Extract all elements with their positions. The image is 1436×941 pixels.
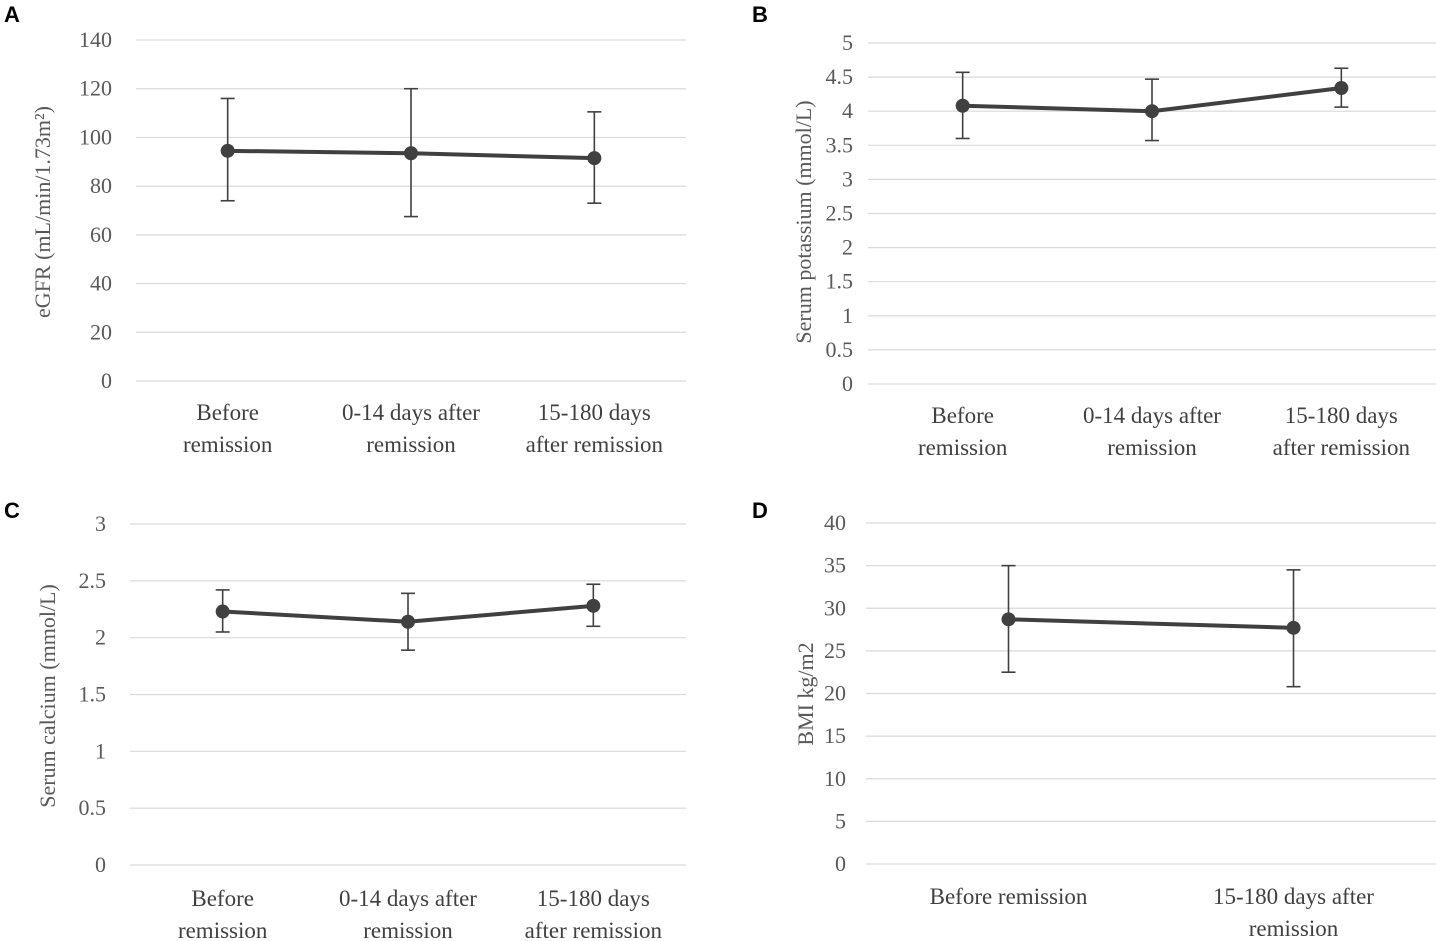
y-tick-label: 5 bbox=[835, 808, 846, 833]
panel-a: A 0 20 40 60 80 100 120 140 eGFR (mL/min/1.73m²)… bbox=[0, 0, 718, 470]
data-point bbox=[1286, 620, 1301, 635]
y-tick-label: 1 bbox=[842, 303, 853, 328]
y-tick-label: 4.5 bbox=[826, 64, 854, 89]
y-tick-label: 2.5 bbox=[79, 568, 107, 593]
y-tick-label: 2 bbox=[95, 625, 106, 650]
y-tick-label: 60 bbox=[90, 222, 112, 247]
x-category-label: 15-180 days after remission bbox=[526, 400, 664, 457]
data-point bbox=[401, 614, 415, 629]
panel-b: B 0 0.5 1 1.5 2 2.5 3 3.5 4 4.5 5 Serum potassium (… bbox=[718, 0, 1436, 470]
panel-letter-d: D bbox=[752, 498, 768, 523]
x-category-label: Before remission bbox=[918, 403, 1008, 460]
y-axis-label: BMI kg/m2 bbox=[793, 642, 818, 745]
data-point bbox=[1334, 81, 1349, 96]
y-tick-label: 3 bbox=[95, 511, 106, 536]
y-tick-label: 2 bbox=[842, 235, 853, 260]
x-category-label: 15-180 days after remission bbox=[1273, 403, 1411, 460]
y-tick-label: 0.5 bbox=[826, 337, 854, 362]
data-point bbox=[404, 146, 418, 161]
y-tick-label: 30 bbox=[824, 595, 846, 620]
y-tick-label: 0.5 bbox=[79, 795, 107, 820]
chart-a: 0 20 40 60 80 100 120 140 eGFR (mL/min/1.73m²) Be… bbox=[30, 27, 686, 457]
panel-c: C 0 0.5 1 1.5 2 2.5 3 Serum calcium (mmol/L) Bef… bbox=[0, 470, 718, 940]
y-tick-label: 40 bbox=[90, 271, 112, 296]
series-line bbox=[1008, 617, 1294, 630]
x-category-label: 0-14 days after remission bbox=[1083, 403, 1221, 460]
y-tick-label: 120 bbox=[79, 76, 112, 101]
y-axis-label: Serum potassium (mmol/L) bbox=[791, 100, 816, 343]
panel-letter-a: A bbox=[4, 2, 20, 27]
y-tick-label: 25 bbox=[824, 638, 846, 663]
y-tick-label: 5 bbox=[842, 30, 853, 55]
chart-d: 0 5 10 15 20 25 30 35 40 BMI kg/m2 Before remissio… bbox=[793, 510, 1436, 940]
y-tick-label: 0 bbox=[101, 368, 112, 393]
y-tick-label: 2.5 bbox=[826, 201, 854, 226]
x-category-label: Before remission bbox=[178, 886, 268, 940]
y-tick-label: 0 bbox=[842, 371, 853, 396]
data-point bbox=[955, 98, 970, 113]
panel-d: D 0 5 10 15 20 25 30 35 40 BMI kg/m2 Before remiss… bbox=[718, 470, 1436, 940]
data-point bbox=[215, 604, 230, 619]
y-tick-label: 15 bbox=[824, 723, 846, 748]
data-point bbox=[220, 143, 235, 158]
y-axis-label: eGFR (mL/min/1.73m²) bbox=[30, 106, 55, 318]
y-tick-label: 1.5 bbox=[826, 269, 854, 294]
y-tick-label: 20 bbox=[824, 681, 846, 706]
chart-c: 0 0.5 1 1.5 2 2.5 3 Serum calcium (mmol/L) Befor… bbox=[35, 511, 686, 940]
y-axis-label: Serum calcium (mmol/L) bbox=[35, 584, 60, 808]
y-tick-label: 0 bbox=[835, 851, 846, 876]
x-category-label: Before remission bbox=[930, 884, 1088, 909]
x-category-label: 0-14 days after remission bbox=[339, 886, 477, 940]
chart-b: 0 0.5 1 1.5 2 2.5 3 3.5 4 4.5 5 Serum potassium (mm… bbox=[791, 30, 1436, 460]
panel-letter-b: B bbox=[752, 2, 768, 27]
data-point bbox=[586, 598, 601, 613]
y-tick-label: 20 bbox=[90, 319, 112, 344]
y-tick-label: 1 bbox=[95, 738, 106, 763]
y-tick-label: 40 bbox=[824, 510, 846, 535]
data-point bbox=[587, 151, 602, 166]
y-tick-label: 4 bbox=[842, 98, 853, 123]
y-tick-label: 80 bbox=[90, 173, 112, 198]
y-tick-label: 3 bbox=[842, 166, 853, 191]
y-tick-label: 35 bbox=[824, 553, 846, 578]
x-category-label: Before remission bbox=[183, 400, 273, 457]
x-category-label: 15-180 days after remission bbox=[525, 886, 663, 940]
y-tick-label: 0 bbox=[95, 852, 106, 877]
panel-letter-c: C bbox=[4, 498, 20, 523]
x-category-label: 15-180 days after remission bbox=[1213, 884, 1374, 940]
data-point bbox=[1145, 104, 1159, 119]
y-tick-label: 10 bbox=[824, 766, 846, 791]
y-tick-label: 100 bbox=[79, 124, 112, 149]
y-tick-label: 140 bbox=[79, 27, 112, 52]
y-tick-label: 3.5 bbox=[826, 132, 854, 157]
y-tick-label: 1.5 bbox=[79, 682, 107, 707]
data-point bbox=[1001, 612, 1016, 627]
x-category-label: 0-14 days after remission bbox=[342, 400, 480, 457]
